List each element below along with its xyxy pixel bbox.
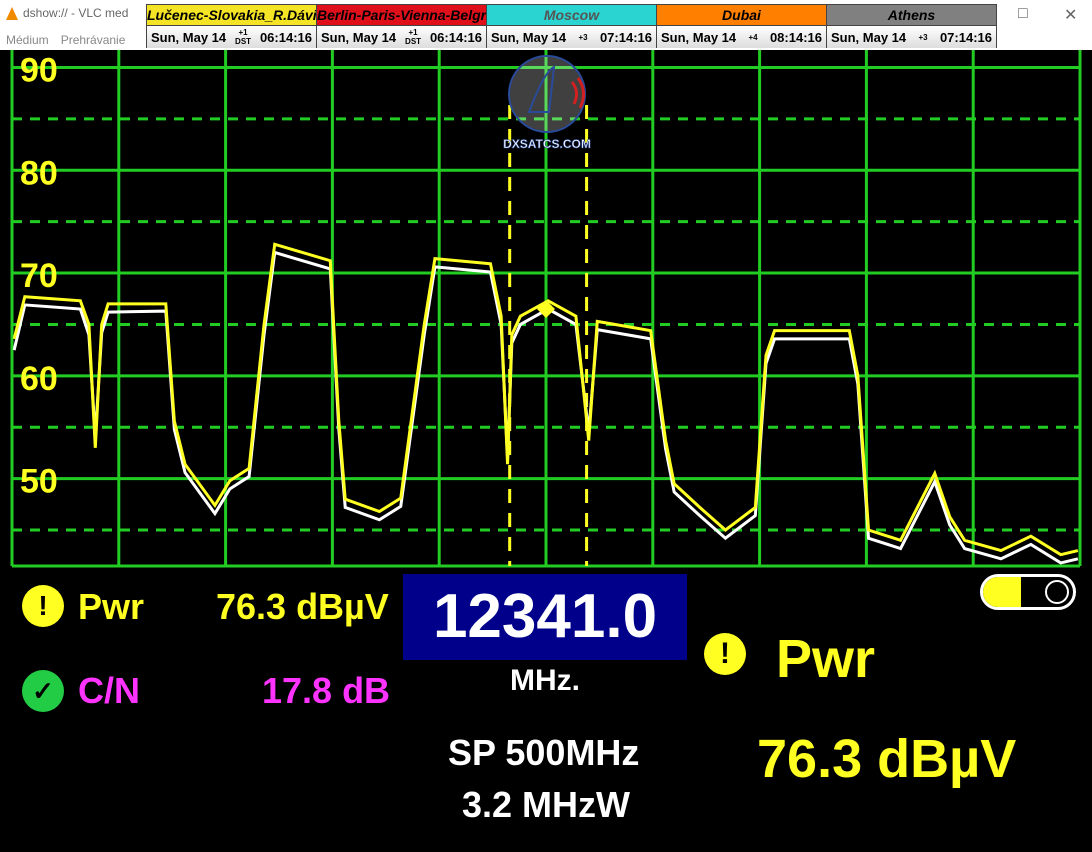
clock-time: 07:14:16: [599, 29, 652, 45]
y-tick-label: 90: [20, 51, 58, 89]
utc-offset: +3: [578, 32, 588, 42]
maximize-icon[interactable]: □: [1018, 5, 1028, 22]
pwr-big-label: Pwr: [776, 629, 876, 689]
clock-time-row: Sun, May 14 +4 08:14:16: [657, 26, 826, 48]
dxsatcs-logo: DXSATCS.COM: [503, 55, 591, 151]
y-tick-label: 70: [20, 257, 58, 295]
y-tick-label: 60: [20, 360, 58, 398]
pwr-value: 76.3 dBµV: [216, 586, 389, 627]
frequency-unit: MHz.: [510, 664, 580, 697]
clock-3: Dubai Sun, May 14 +4 08:14:16: [656, 4, 827, 48]
frequency-box: 12341.0: [403, 574, 687, 660]
clock-2: Moscow Sun, May 14 +3 07:14:16: [486, 4, 657, 48]
clock-city: Berlin-Paris-Vienna-Belgrade: [317, 5, 486, 26]
dst-label: DST: [405, 37, 422, 46]
clock-offset: +3: [915, 33, 931, 42]
clock-time-row: Sun, May 14 +3 07:14:16: [487, 26, 656, 48]
y-tick-label: 80: [20, 154, 58, 192]
clock-city: Dubai: [657, 5, 826, 26]
world-clocks: Lučenec-Slovakia_R.Dávid Sun, May 14 +1 D…: [146, 4, 997, 48]
clock-offset: +1 DST: [405, 28, 421, 46]
clock-city: Athens: [827, 5, 996, 26]
clock-offset: +1 DST: [235, 28, 251, 46]
clock-city: Moscow: [487, 5, 656, 26]
span-value: SP 500MHz: [448, 732, 640, 773]
clock-date: Sun, May 14: [321, 29, 397, 45]
clock-date: Sun, May 14: [491, 29, 567, 45]
utc-offset: +3: [918, 32, 928, 42]
clock-date: Sun, May 14: [831, 29, 907, 45]
rbw-value: 3.2 MHzW: [462, 784, 631, 825]
window-title: dshow:// - VLC med: [6, 6, 128, 20]
clock-time-row: Sun, May 14 +1 DST 06:14:16: [147, 26, 316, 48]
cn-value: 17.8 dB: [262, 670, 391, 711]
utc-offset: +1: [238, 28, 248, 37]
menu-bar: Médium Prehrávanie: [6, 33, 125, 47]
pwr-big-value: 76.3 dBµV: [757, 729, 1017, 789]
frequency-value: 12341.0: [432, 582, 658, 651]
dst-label: DST: [235, 37, 252, 46]
clock-offset: +3: [575, 33, 591, 42]
battery-icon: [980, 574, 1076, 610]
warning-icon-large: !: [704, 633, 746, 675]
clock-time: 07:14:16: [939, 29, 992, 45]
clock-date: Sun, May 14: [151, 29, 227, 45]
utc-offset: +1: [408, 28, 418, 37]
vlc-cone-icon: [6, 6, 18, 20]
clock-city: Lučenec-Slovakia_R.Dávid: [147, 5, 316, 26]
clock-date: Sun, May 14: [661, 29, 737, 45]
window-title-text: dshow:// - VLC med: [23, 6, 129, 20]
clock-time: 08:14:16: [769, 29, 822, 45]
utc-offset: +4: [748, 32, 758, 42]
clock-time-row: Sun, May 14 +3 07:14:16: [827, 26, 996, 48]
pwr-label: Pwr: [78, 586, 145, 627]
cn-label: C/N: [78, 670, 140, 711]
warning-icon: !: [22, 585, 64, 627]
marker-diamond: [537, 300, 555, 319]
close-icon[interactable]: ✕: [1064, 7, 1078, 24]
clock-4: Athens Sun, May 14 +3 07:14:16: [826, 4, 997, 48]
svg-text:DXSATCS.COM: DXSATCS.COM: [503, 137, 591, 151]
clock-time: 06:14:16: [259, 29, 312, 45]
trace-0: [12, 242, 1079, 557]
clock-time-row: Sun, May 14 +1 DST 06:14:16: [317, 26, 486, 48]
menu-playback[interactable]: Prehrávanie: [60, 33, 126, 47]
menu-media[interactable]: Médium: [6, 33, 49, 47]
clock-offset: +4: [745, 33, 761, 42]
clock-time: 06:14:16: [429, 29, 482, 45]
y-tick-label: 50: [20, 463, 58, 501]
clock-1: Berlin-Paris-Vienna-Belgrade Sun, May 14…: [316, 4, 487, 48]
check-icon: ✓: [22, 670, 64, 712]
clock-0: Lučenec-Slovakia_R.Dávid Sun, May 14 +1 D…: [146, 4, 317, 48]
